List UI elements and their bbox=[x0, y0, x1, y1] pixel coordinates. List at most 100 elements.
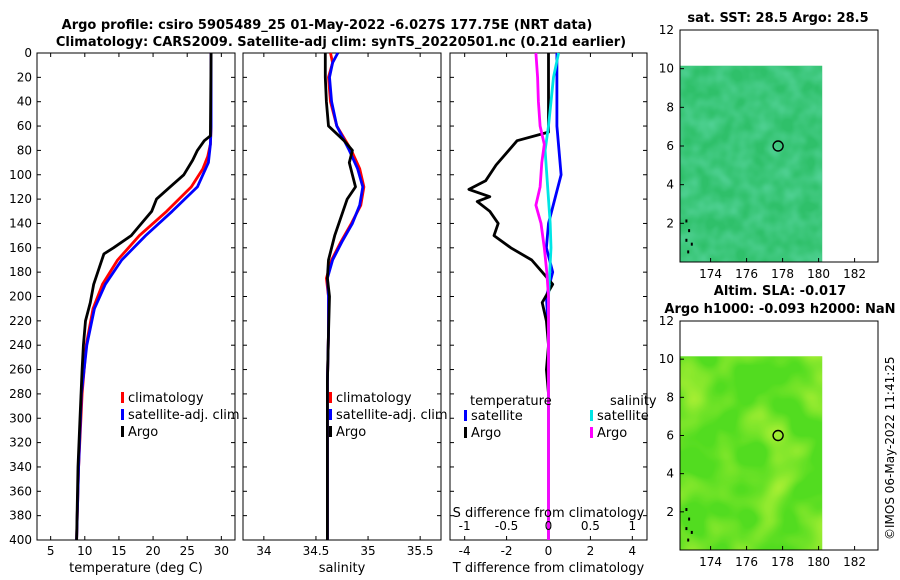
y-tick-label: 12 bbox=[659, 314, 674, 328]
legend-entry: satellite bbox=[597, 409, 649, 424]
legend-swatch bbox=[121, 409, 124, 420]
series-salinity-argo bbox=[534, 52, 550, 540]
y-tick-label: 40 bbox=[17, 95, 32, 109]
sla-map-panel: 174 176 178 180 182 2 4 6 8 10 12 bbox=[659, 314, 879, 569]
x-tick-label: 178 bbox=[771, 555, 794, 569]
field-texture bbox=[680, 356, 823, 550]
x-tick-label: 35.5 bbox=[407, 544, 434, 558]
coastline-mark bbox=[685, 527, 688, 531]
y-tick-label: 220 bbox=[9, 314, 32, 328]
temperature-panel: 0 20 40 60 80 100 120 140 160 180 200 220 240 260 280 3… bbox=[9, 46, 240, 576]
top-tick-label: -0.5 bbox=[495, 519, 518, 533]
coastline-mark bbox=[688, 517, 691, 521]
legend-swatch bbox=[590, 410, 593, 421]
x-tick-label: 182 bbox=[843, 267, 866, 281]
y-tick-label: 2 bbox=[666, 216, 674, 230]
y-tick-label: 360 bbox=[9, 484, 32, 498]
legend-title-temperature: temperature bbox=[470, 394, 552, 409]
field-texture bbox=[680, 65, 823, 263]
top-tick-label: 0.5 bbox=[581, 519, 600, 533]
salinity-panel: 34 34.5 35 35.5 salinity climatology satellite… bbox=[242, 52, 448, 576]
coastline-mark bbox=[687, 250, 690, 254]
y-tick-label: 0 bbox=[24, 46, 32, 60]
x-tick-label: -4 bbox=[459, 544, 471, 558]
y-tick-label: 380 bbox=[9, 509, 32, 523]
y-tick-label: 60 bbox=[17, 119, 32, 133]
x-tick-label: 174 bbox=[699, 555, 722, 569]
y-tick-label: 200 bbox=[9, 290, 32, 304]
y-tick-label: 8 bbox=[666, 100, 674, 114]
x-axis-label: salinity bbox=[319, 561, 366, 576]
legend-entry: Argo bbox=[128, 425, 158, 440]
difference-panel: -4 -2 0 2 4 T difference from climatology temp… bbox=[449, 52, 657, 576]
sst-map-title: sat. SST: 28.5 Argo: 28.5 bbox=[687, 11, 868, 26]
top-tick-label: 1 bbox=[629, 519, 637, 533]
legend-entry: satellite-adj. clim bbox=[336, 408, 448, 423]
y-tick-label: 320 bbox=[9, 436, 32, 450]
y-tick-label: 180 bbox=[9, 265, 32, 279]
top-axis-label: S difference from climatology bbox=[453, 506, 645, 521]
main-title-line1: Argo profile: csiro 5905489_25 01-May-20… bbox=[62, 18, 593, 33]
y-tick-label: 10 bbox=[659, 352, 674, 366]
x-tick-label: 34.5 bbox=[303, 544, 330, 558]
legend-entry: climatology bbox=[336, 391, 412, 406]
x-tick-label: 180 bbox=[807, 555, 830, 569]
y-tick-label: 100 bbox=[9, 168, 32, 182]
x-axis-label: T difference from climatology bbox=[452, 561, 645, 576]
x-tick-label: -2 bbox=[501, 544, 513, 558]
x-tick-label: 35 bbox=[360, 544, 375, 558]
legend-swatch bbox=[329, 426, 332, 437]
coastline-mark bbox=[690, 530, 693, 534]
y-tick-label: 12 bbox=[659, 23, 674, 37]
sla-map-title: Altim. SLA: -0.017 bbox=[714, 284, 846, 299]
argo-position-marker bbox=[772, 429, 784, 442]
y-tick-label: 2 bbox=[666, 505, 674, 519]
y-tick-label: 120 bbox=[9, 192, 32, 206]
legend-swatch bbox=[464, 427, 467, 438]
plot-frame bbox=[36, 52, 236, 541]
legend-swatch bbox=[329, 392, 332, 403]
y-tick-label: 140 bbox=[9, 216, 32, 230]
x-tick-label: 20 bbox=[145, 544, 160, 558]
argo-height-title: Argo h1000: -0.093 h2000: NaN bbox=[664, 302, 895, 317]
plot-frame bbox=[242, 52, 442, 541]
legend-entry: climatology bbox=[128, 391, 204, 406]
y-tick-label: 10 bbox=[659, 62, 674, 76]
legend-entry: Argo bbox=[597, 426, 627, 441]
x-axis-label: temperature (deg C) bbox=[69, 561, 203, 576]
coastline-mark bbox=[687, 538, 690, 542]
legend-entry: satellite bbox=[471, 409, 523, 424]
legend-entry: satellite-adj. clim bbox=[128, 408, 240, 423]
y-tick-label: 80 bbox=[17, 143, 32, 157]
y-tick-label: 8 bbox=[666, 390, 674, 404]
main-title-line2: Climatology: CARS2009. Satellite-adj cli… bbox=[56, 35, 626, 50]
y-tick-label: 4 bbox=[666, 467, 674, 481]
argo-position-marker bbox=[772, 140, 784, 152]
y-tick-label: 4 bbox=[666, 178, 674, 192]
x-tick-label: 2 bbox=[587, 544, 595, 558]
y-tick-label: 280 bbox=[9, 387, 32, 401]
legend-title-salinity: salinity bbox=[610, 394, 657, 409]
legend-entry: Argo bbox=[336, 425, 366, 440]
y-tick-label: 400 bbox=[9, 533, 32, 547]
series-argo bbox=[75, 52, 213, 541]
x-tick-label: 34 bbox=[256, 544, 271, 558]
y-tick-label: 300 bbox=[9, 411, 32, 425]
top-tick-label: -1 bbox=[459, 519, 471, 533]
legend-swatch bbox=[329, 409, 332, 420]
sst-map-panel: 174 176 178 180 182 2 4 6 8 10 12 bbox=[659, 23, 879, 281]
y-tick-label: 160 bbox=[9, 241, 32, 255]
coastline-mark bbox=[685, 508, 688, 512]
coastline-mark bbox=[685, 219, 688, 223]
y-tick-label: 260 bbox=[9, 363, 32, 377]
coastline-mark bbox=[690, 242, 693, 246]
top-tick-label: 0 bbox=[545, 519, 553, 533]
x-tick-label: 15 bbox=[111, 544, 126, 558]
series-argo bbox=[323, 53, 357, 540]
x-tick-label: 180 bbox=[807, 267, 830, 281]
legend-entry: Argo bbox=[471, 426, 501, 441]
x-tick-label: 30 bbox=[214, 544, 229, 558]
y-tick-label: 340 bbox=[9, 460, 32, 474]
legend-swatch bbox=[590, 427, 593, 438]
